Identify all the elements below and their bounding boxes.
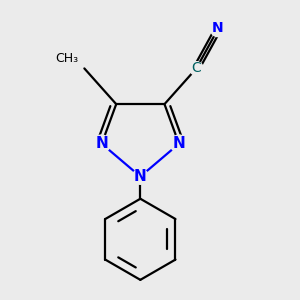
Text: N: N (95, 136, 108, 151)
Text: N: N (172, 136, 185, 151)
Text: N: N (134, 169, 147, 184)
Circle shape (133, 169, 148, 184)
Circle shape (211, 23, 224, 37)
Text: C: C (191, 61, 201, 75)
Circle shape (94, 136, 110, 152)
Circle shape (190, 62, 203, 75)
Circle shape (93, 135, 110, 152)
Text: N: N (212, 21, 224, 35)
Circle shape (170, 135, 188, 152)
Text: CH₃: CH₃ (56, 52, 79, 64)
Circle shape (171, 136, 187, 152)
